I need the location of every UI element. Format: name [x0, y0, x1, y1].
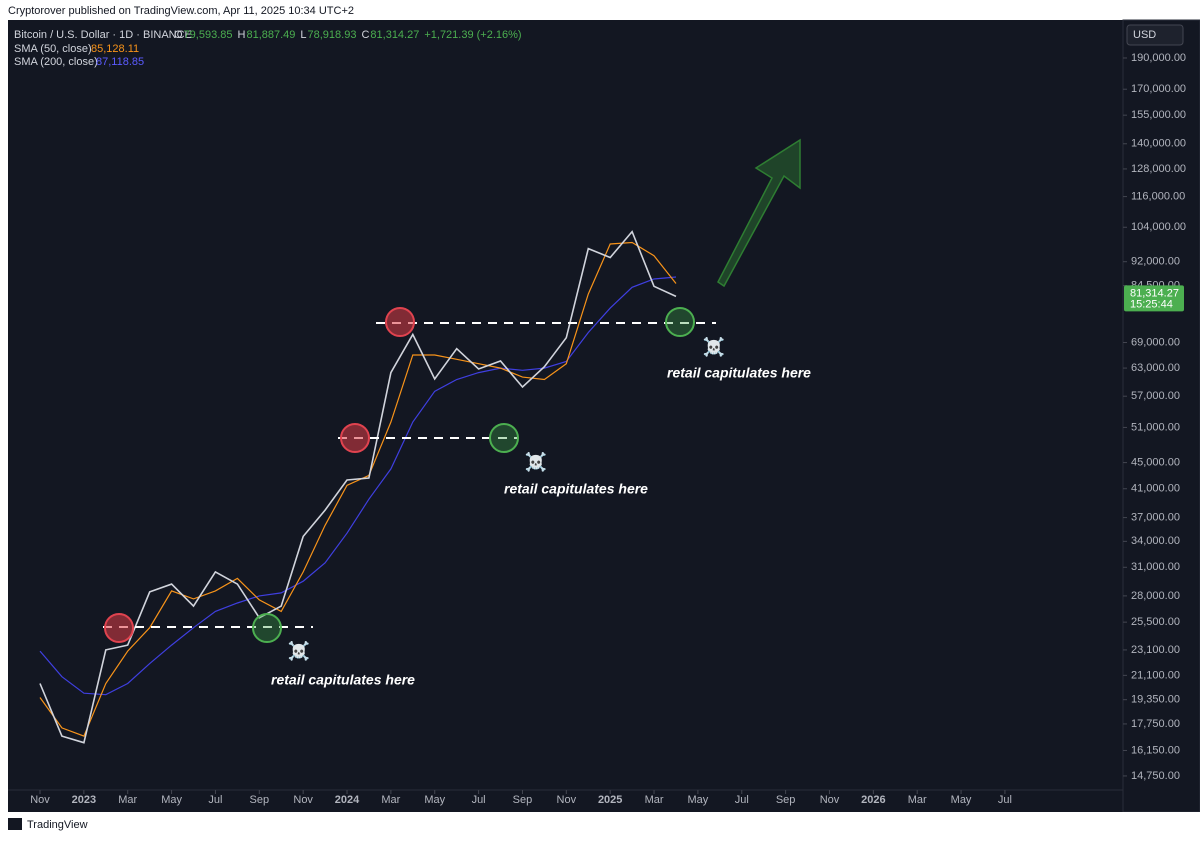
x-tick-label: 2025 [598, 794, 622, 806]
y-tick-label: 155,000.00 [1131, 109, 1186, 121]
footer-bar [0, 812, 1200, 838]
top-circle [104, 613, 134, 643]
last-price: 81,314.27 [1130, 287, 1179, 299]
legend-value: 87,118.85 [96, 56, 144, 68]
skull-icon: ☠️ [288, 640, 310, 662]
plot [39, 57, 1127, 794]
y-tick-label: 37,000.00 [1131, 511, 1180, 523]
skull-icon: ☠️ [525, 451, 547, 473]
y-tick-label: 170,000.00 [1131, 83, 1186, 95]
x-tick-label: May [424, 794, 445, 806]
annotation: retail capitulates here [504, 481, 648, 497]
currency: USD [1133, 29, 1156, 41]
legend-symbol: Bitcoin / U.S. Dollar · 1D · BINANCE [14, 29, 192, 41]
ohlc-key: C [361, 29, 369, 41]
top-circle [385, 307, 415, 337]
y-tick-label: 45,000.00 [1131, 457, 1180, 469]
x-tick-label: 2023 [72, 794, 96, 806]
annotation: retail capitulates here [271, 672, 415, 688]
y-tick-label: 16,150.00 [1131, 744, 1180, 756]
brand: TradingView [27, 819, 88, 831]
bottom-circle [252, 613, 282, 643]
annotations [103, 138, 801, 643]
bottom-circle [665, 307, 695, 337]
series-line [39, 241, 677, 737]
x-tick-label: May [951, 794, 972, 806]
ohlc-value: 79,593.85 [184, 29, 233, 41]
x-tick-label: Mar [118, 794, 137, 806]
legend-entry: SMA (50, close) [14, 43, 92, 55]
series-line [39, 276, 677, 696]
y-tick-label: 17,750.00 [1131, 718, 1180, 730]
ohlc-key: O [174, 29, 183, 41]
countdown: 15:25:44 [1130, 298, 1173, 310]
y-tick-label: 23,100.00 [1131, 644, 1180, 656]
y-tick-label: 116,000.00 [1131, 190, 1185, 202]
y-tick-label: 63,000.00 [1131, 362, 1180, 374]
y-tick-label: 21,100.00 [1131, 669, 1180, 681]
x-tick-label: Sep [250, 794, 270, 806]
y-tick-label: 92,000.00 [1131, 256, 1180, 268]
y-tick-label: 14,750.00 [1131, 770, 1180, 782]
price-axis [1122, 19, 1200, 813]
currency-box [1126, 24, 1184, 46]
x-tick-label: Nov [30, 794, 50, 806]
y-tick-label: 128,000.00 [1131, 163, 1186, 175]
x-tick-label: Nov [820, 794, 840, 806]
ohlc-value: 81,314.27 [370, 29, 419, 41]
x-tick-label: May [688, 794, 709, 806]
x-tick-label: May [161, 794, 182, 806]
x-tick-label: Mar [908, 794, 927, 806]
y-tick-label: 31,000.00 [1131, 561, 1180, 573]
top-circle [340, 423, 370, 453]
annotation: retail capitulates here [667, 365, 811, 381]
y-tick-label: 19,350.00 [1131, 694, 1180, 706]
ohlc-key: H [238, 29, 246, 41]
legend-value: 85,128.11 [91, 43, 139, 55]
y-tick-label: 57,000.00 [1131, 390, 1180, 402]
x-tick-label: Jul [735, 794, 749, 806]
x-tick-label: 2026 [861, 794, 885, 806]
top-bar [0, 0, 1200, 20]
x-tick-label: Mar [645, 794, 664, 806]
ohlc: O 79,593.85 H 81,887.49 L 78,918.93 C 81,314.27… [174, 29, 522, 41]
y-tick-label: 51,000.00 [1131, 421, 1180, 433]
x-tick-label: Nov [293, 794, 313, 806]
y-tick-label: 104,000.00 [1131, 221, 1186, 233]
y-tick-label: 69,000.00 [1131, 336, 1180, 348]
y-tick-label: 140,000.00 [1131, 138, 1186, 150]
ohlc-value: 81,887.49 [246, 29, 295, 41]
published-line: Cryptorover published on TradingView.com… [8, 5, 354, 17]
x-tick-label: Jul [208, 794, 222, 806]
y-tick-label: 28,000.00 [1131, 590, 1180, 602]
chart-background [8, 20, 1200, 812]
x-tick-label: Jul [998, 794, 1012, 806]
brand-logo [8, 818, 22, 830]
x-tick-label: Sep [776, 794, 796, 806]
x-tick-label: 2024 [335, 794, 360, 806]
y-tick-label: 25,500.00 [1131, 616, 1180, 628]
skull-icon: ☠️ [703, 336, 725, 358]
x-tick-label: Jul [472, 794, 486, 806]
x-tick-label: Sep [513, 794, 533, 806]
ohlc-value: 78,918.93 [308, 29, 357, 41]
legend-entry: SMA (200, close) [14, 56, 98, 68]
y-tick-label: 190,000.00 [1131, 52, 1186, 64]
x-tick-label: Nov [557, 794, 577, 806]
bottom-circle [489, 423, 519, 453]
y-tick-label: 34,000.00 [1131, 535, 1180, 547]
x-tick-label: Mar [381, 794, 400, 806]
change: +1,721.39 (+2.16%) [424, 29, 521, 41]
up-arrow [717, 138, 801, 288]
y-tick-label: 41,000.00 [1131, 483, 1180, 495]
last-price-box [1124, 285, 1184, 312]
ohlc-key: L [300, 29, 306, 41]
